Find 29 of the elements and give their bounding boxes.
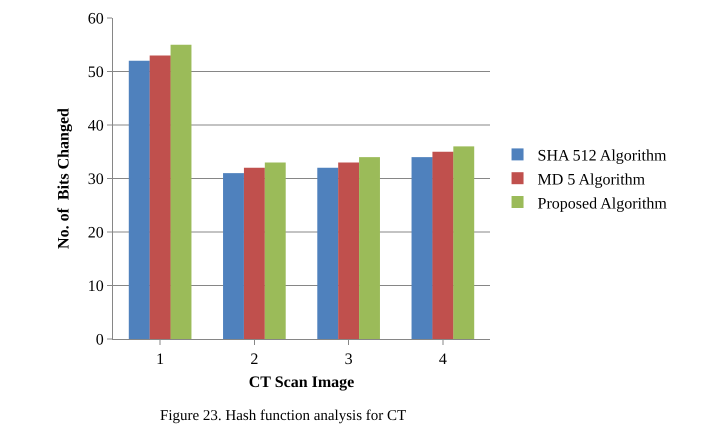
bar: [264, 162, 286, 339]
bar: [244, 168, 265, 339]
y-tick-label: 50: [88, 64, 104, 82]
bar: [223, 173, 244, 339]
legend-label: MD 5 Algorithm: [538, 171, 646, 188]
y-axis-title: No. of Bits Changed: [56, 108, 73, 249]
bar: [128, 60, 150, 339]
x-axis-title: CT Scan Image: [248, 374, 354, 391]
bar: [338, 162, 360, 339]
y-tick-label: 60: [88, 10, 104, 28]
bar: [317, 168, 338, 339]
y-tick-label: 30: [88, 171, 104, 188]
bar: [359, 157, 380, 339]
y-tick-label: 0: [96, 332, 104, 349]
x-tick-label: 3: [344, 351, 353, 368]
y-tick-label: 20: [88, 224, 104, 242]
y-tick-label: 40: [88, 118, 104, 135]
x-tick-label: 4: [438, 351, 447, 368]
bar: [453, 146, 474, 339]
x-tick-label: 1: [156, 351, 164, 368]
x-tick-label: 2: [250, 351, 258, 368]
y-tick-label: 10: [88, 278, 104, 296]
legend-label: Proposed Algorithm: [538, 195, 668, 212]
bar: [150, 55, 171, 339]
bar: [170, 44, 192, 339]
bar: [432, 152, 454, 339]
caption: Figure 23. Hash function analysis for CT: [160, 408, 406, 424]
bar: [412, 157, 432, 339]
legend-label: SHA 512 Algorithm: [538, 148, 667, 165]
